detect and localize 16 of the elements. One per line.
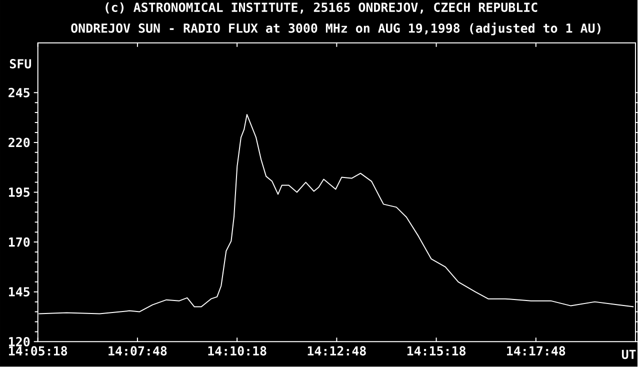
text: (c) ASTRONOMICAL INSTITUTE, 25165 ONDREJOV, CZECH REPUBLIC bbox=[106, 2, 538, 14]
y-tick-label: 245 bbox=[8, 88, 30, 98]
x-tick-label: 14:10:18 bbox=[208, 346, 266, 356]
x-tick-label: 14:05:18 bbox=[9, 346, 68, 356]
y-tick-label: 195 bbox=[9, 188, 30, 198]
y-tick-label: 120 bbox=[9, 337, 30, 347]
x-tick-label: 14:12:48 bbox=[308, 346, 366, 356]
y-tick-label: 220 bbox=[8, 138, 30, 148]
x-tick-label: 14:15:18 bbox=[407, 346, 466, 356]
x-tick-label: 14:07:48 bbox=[108, 346, 167, 356]
y-tick-label: 170 bbox=[9, 238, 30, 247]
y-tick-label: 145 bbox=[9, 287, 30, 297]
x-axis-title: UT bbox=[622, 350, 636, 360]
x-tick-label: 14:17:48 bbox=[507, 346, 566, 356]
chart-title: ONDREJOV SUN - RADIO FLUX at 3000 MHz on AUG 19,1998 (adjusted to 1 AU) bbox=[71, 22, 600, 36]
y-axis-title: SFU bbox=[10, 59, 32, 69]
